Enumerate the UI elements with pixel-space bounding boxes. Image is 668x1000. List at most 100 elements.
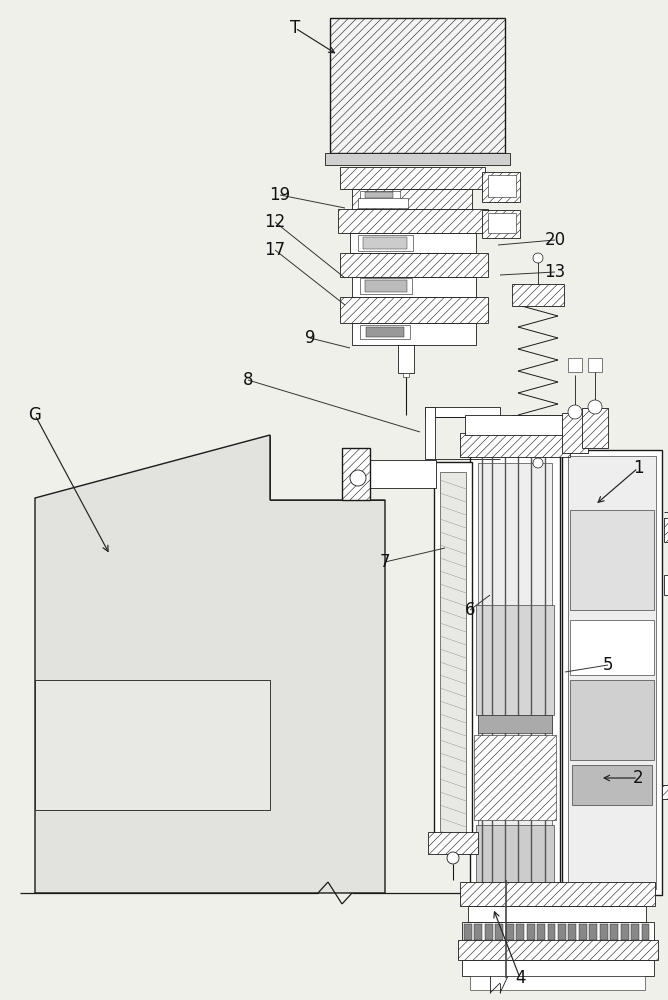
Bar [478, 715, 552, 733]
Bar [470, 976, 645, 990]
Bar [365, 280, 407, 292]
Text: 19: 19 [269, 186, 291, 204]
Text: 6: 6 [465, 601, 475, 619]
Bar [462, 922, 654, 950]
Bar [470, 455, 560, 890]
Bar [611, 924, 618, 940]
Bar [548, 924, 555, 940]
Bar [358, 198, 408, 208]
Bar [664, 518, 668, 542]
Text: 8: 8 [242, 371, 253, 389]
Bar [338, 209, 488, 233]
Bar [482, 210, 520, 238]
Bar [352, 323, 476, 345]
Bar [588, 358, 602, 372]
Bar [340, 253, 488, 277]
Bar [348, 460, 436, 488]
Bar [570, 680, 654, 760]
Text: 5: 5 [603, 656, 613, 674]
Bar [340, 297, 488, 323]
Bar [568, 358, 582, 372]
Bar [468, 906, 646, 922]
Bar [512, 415, 564, 437]
Bar [360, 325, 410, 339]
Bar [478, 463, 552, 882]
Bar [641, 924, 649, 940]
Text: 12: 12 [265, 213, 286, 231]
Text: 4: 4 [515, 969, 525, 987]
Bar [458, 940, 658, 960]
Bar [474, 735, 556, 820]
Bar [516, 924, 524, 940]
Bar [365, 192, 393, 198]
Bar [398, 345, 414, 373]
Bar [496, 924, 503, 940]
Text: 9: 9 [305, 329, 315, 347]
Bar [589, 924, 597, 940]
Bar [582, 408, 608, 448]
Circle shape [533, 253, 543, 263]
Text: T: T [290, 19, 300, 37]
Bar [360, 278, 412, 294]
Bar [488, 213, 516, 233]
Bar [465, 415, 565, 435]
Bar [428, 832, 478, 854]
Bar [358, 235, 413, 251]
Bar [526, 924, 534, 940]
Bar [340, 167, 485, 189]
Bar [460, 433, 570, 457]
Bar [621, 924, 629, 940]
Text: 13: 13 [544, 263, 566, 281]
Bar [342, 448, 370, 500]
Bar [35, 680, 270, 810]
Bar [570, 620, 654, 675]
Bar [440, 472, 466, 844]
Bar [363, 237, 407, 249]
Bar [579, 924, 587, 940]
Bar [572, 765, 652, 805]
Circle shape [350, 470, 366, 486]
Bar [600, 924, 608, 940]
Text: G: G [29, 406, 41, 424]
Bar [474, 924, 482, 940]
Bar [631, 924, 639, 940]
Text: 20: 20 [544, 231, 566, 249]
Bar [403, 373, 409, 377]
Bar [330, 18, 505, 153]
Bar [485, 924, 493, 940]
Bar [568, 924, 576, 940]
Circle shape [447, 852, 459, 864]
Bar [464, 924, 472, 940]
Bar [360, 191, 400, 199]
Text: 7: 7 [379, 553, 390, 571]
Bar [506, 924, 514, 940]
Bar [462, 960, 654, 976]
Bar [425, 407, 500, 417]
Bar [558, 924, 566, 940]
Bar [537, 924, 545, 940]
Bar [476, 825, 554, 883]
Polygon shape [35, 435, 385, 893]
Circle shape [588, 400, 602, 414]
Bar [568, 456, 656, 889]
Bar [570, 510, 654, 610]
Text: 17: 17 [265, 241, 285, 259]
Circle shape [568, 405, 582, 419]
Bar [512, 284, 564, 306]
Bar [488, 175, 516, 197]
Bar [476, 605, 554, 715]
Bar [425, 407, 435, 459]
Bar [350, 233, 476, 253]
Circle shape [533, 458, 543, 468]
Bar [662, 785, 668, 799]
Bar [352, 189, 472, 209]
Text: 1: 1 [633, 459, 643, 477]
Bar [664, 575, 668, 595]
Bar [460, 882, 655, 906]
Bar [482, 172, 520, 202]
Text: 2: 2 [633, 769, 643, 787]
Bar [562, 413, 588, 453]
Bar [352, 277, 476, 297]
Bar [366, 327, 404, 337]
Bar [562, 450, 662, 895]
